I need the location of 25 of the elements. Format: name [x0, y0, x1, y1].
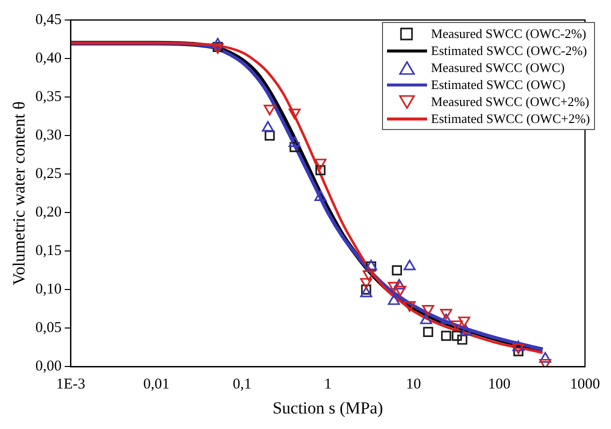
y-tick-label: 0,40	[35, 50, 62, 66]
y-axis-title: Volumetric water content θ	[10, 101, 29, 286]
x-tick-label: 10	[406, 376, 422, 393]
x-tick-label: 100	[488, 376, 511, 393]
x-tick-label: 1	[324, 376, 332, 393]
x-tick-label: 1000	[570, 376, 600, 393]
legend-label: Measured SWCC (OWC+2%)	[431, 93, 590, 110]
y-tick-label: 0,15	[35, 243, 62, 260]
y-tick-label: 0,05	[35, 320, 62, 336]
x-tick-label: 1E-3	[56, 376, 86, 393]
x-tick-label: 0,1	[232, 376, 252, 393]
y-tick-label: 0,00	[35, 358, 62, 375]
y-tick-label: 0,25	[35, 166, 62, 182]
legend-label: Estimated SWCC (OWC)	[431, 76, 566, 93]
y-tick-label: 0,35	[35, 88, 62, 105]
y-tick-label: 0,10	[35, 282, 62, 298]
x-tick-label: 0,01	[143, 376, 170, 393]
legend-label: Measured SWCC (OWC-2%)	[431, 25, 586, 42]
y-tick-label: 0,20	[35, 204, 62, 220]
legend-label: Estimated SWCC (OWC-2%)	[431, 42, 587, 59]
legend-label: Measured SWCC (OWC)	[431, 59, 565, 76]
y-tick-label: 0,30	[35, 127, 62, 144]
y-tick-label: 0,45	[35, 12, 62, 28]
x-axis-title: Suction s (MPa)	[272, 398, 384, 418]
legend-label: Estimated SWCC (OWC+2%)	[431, 110, 590, 127]
